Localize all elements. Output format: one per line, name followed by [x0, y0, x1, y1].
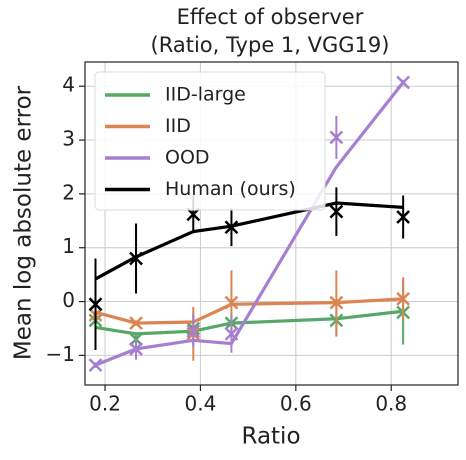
marker: [396, 75, 411, 90]
chart-title: Effect of observer: [177, 5, 364, 29]
series-line: [95, 297, 404, 325]
chart-title: (Ratio, Type 1, VGG19): [151, 33, 390, 57]
legend-label: IID: [165, 115, 191, 137]
x-tick-label: 0.8: [375, 392, 407, 416]
legend-label: OOD: [165, 147, 210, 169]
marker: [129, 342, 143, 356]
y-tick-label: −1: [46, 342, 75, 366]
y-tick-label: 1: [62, 234, 75, 258]
series-line: [95, 309, 404, 336]
marker: [88, 358, 103, 372]
series-line: [94, 81, 405, 367]
marker: [329, 130, 344, 145]
y-tick-label: 0: [62, 288, 75, 312]
legend-box: [94, 71, 326, 211]
y-tick-label: 2: [62, 180, 75, 204]
plot-frame: [84, 61, 459, 386]
marker: [396, 291, 411, 306]
marker: [129, 251, 143, 266]
legend-label: Human (ours): [165, 178, 296, 200]
x-tick-label: 0.2: [89, 392, 121, 416]
y-axis-label: Mean log absolute error: [11, 85, 37, 360]
marker: [88, 297, 103, 312]
marker: [224, 295, 239, 310]
marker: [396, 210, 411, 224]
x-tick-label: 0.4: [185, 392, 217, 416]
marker: [329, 295, 344, 310]
series-line: [94, 201, 404, 281]
marker: [186, 324, 201, 339]
marker: [329, 204, 344, 219]
marker: [129, 316, 143, 330]
x-axis-label: Ratio: [241, 424, 300, 450]
marker: [224, 220, 239, 235]
x-tick-label: 0.6: [280, 392, 312, 416]
y-tick-label: 3: [62, 127, 75, 151]
legend-label: IID-large: [165, 84, 246, 106]
marker: [224, 326, 239, 341]
y-tick-label: 4: [62, 73, 75, 97]
